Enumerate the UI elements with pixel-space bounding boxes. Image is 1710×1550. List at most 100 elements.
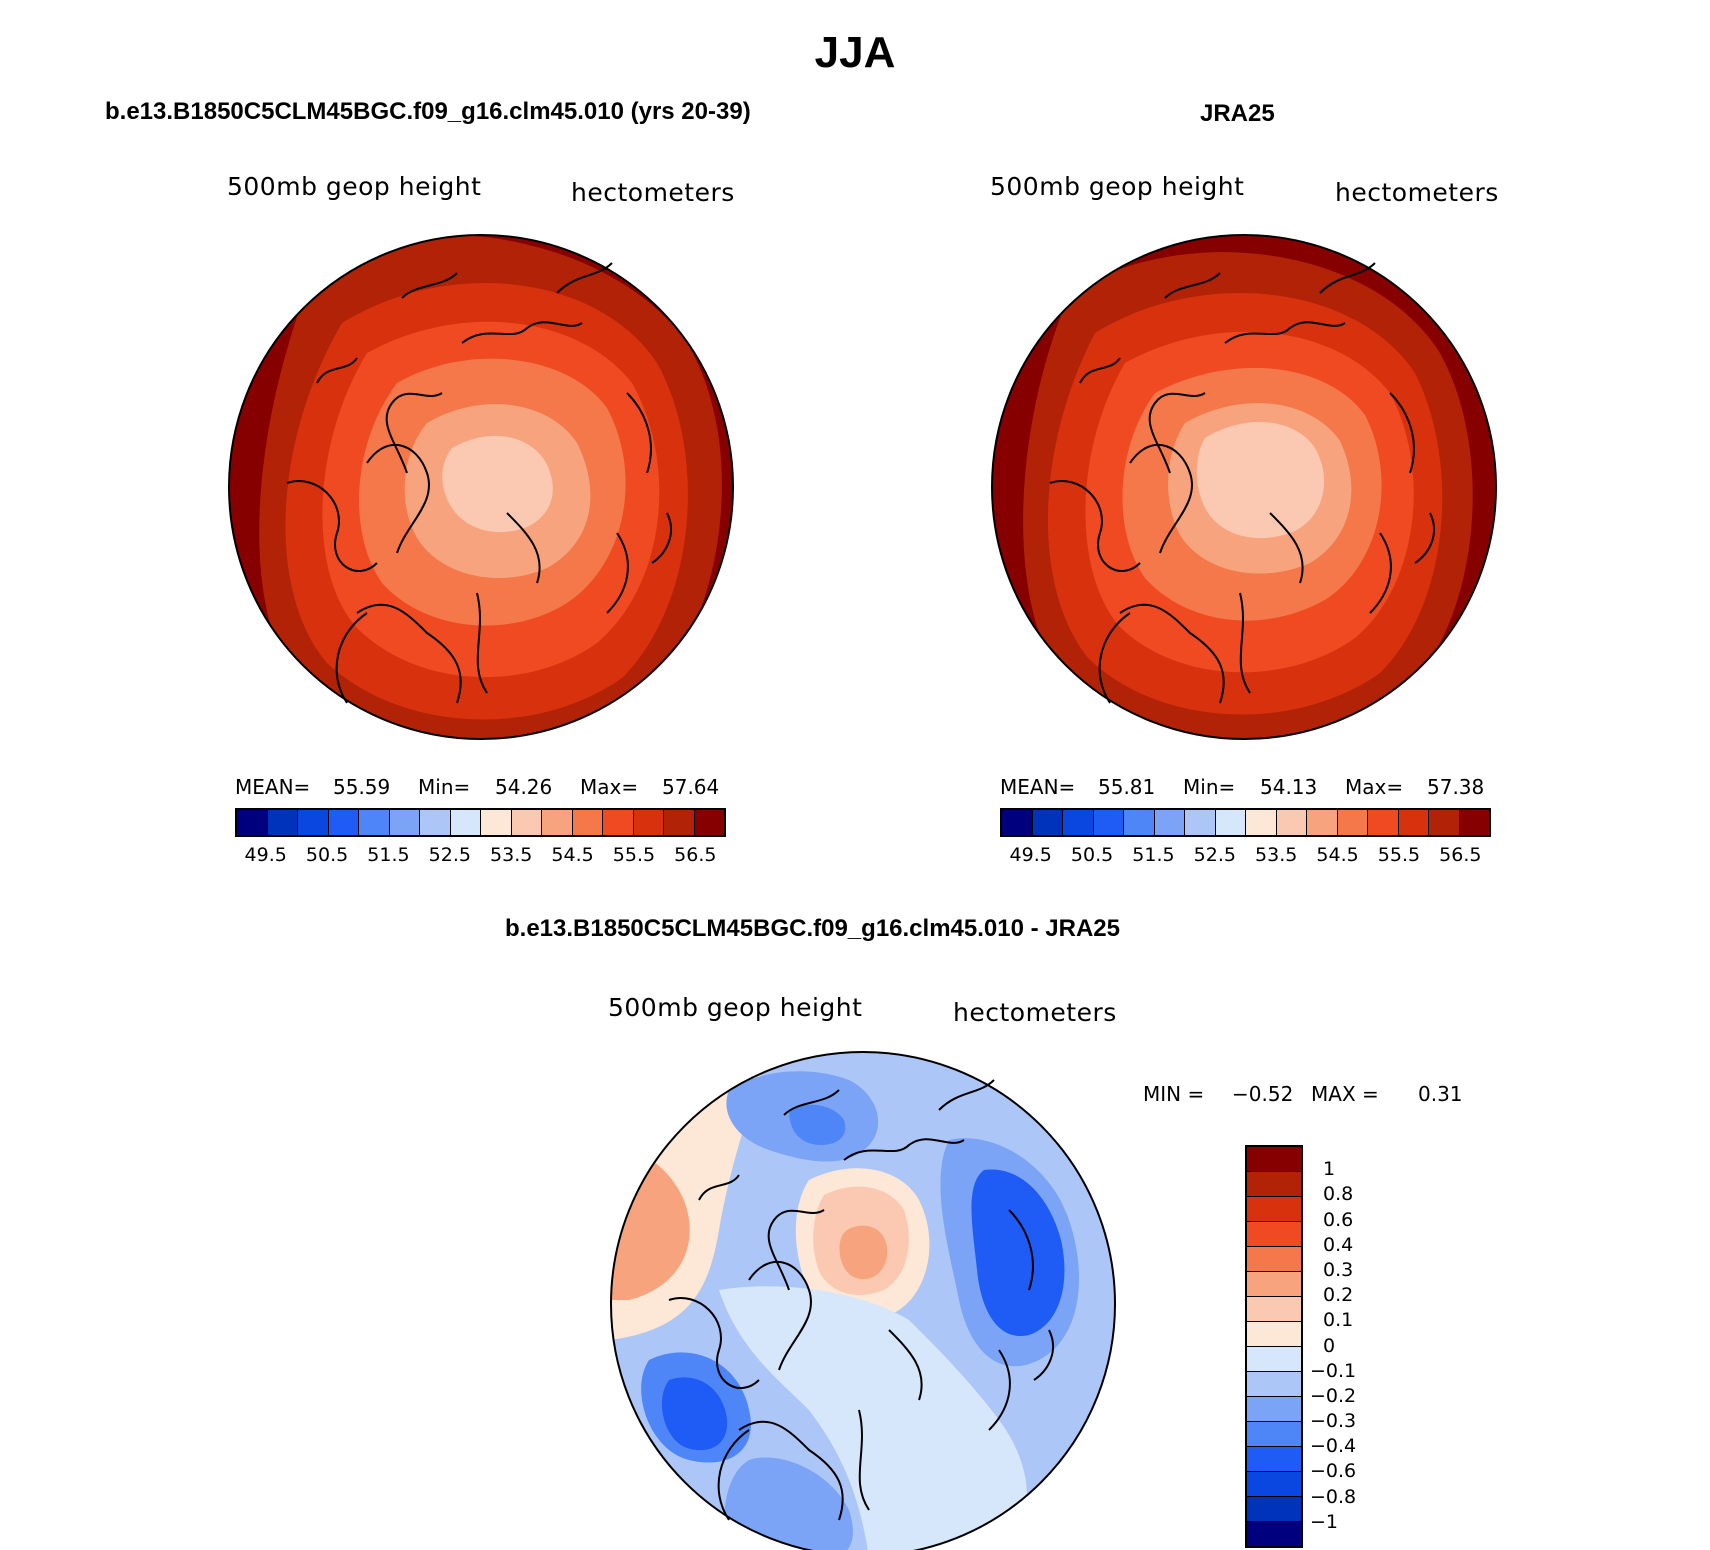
left-units-label: hectometers bbox=[571, 178, 735, 207]
cbar-left-cell-1 bbox=[237, 810, 268, 835]
right-panel-title: JRA25 bbox=[1200, 100, 1275, 127]
right-map-band-7 bbox=[1196, 421, 1325, 539]
diff-colorbar-cell-2 bbox=[1247, 1172, 1301, 1197]
diff-map-band-11 bbox=[971, 1169, 1065, 1337]
cbar-left-cell-4 bbox=[328, 810, 359, 835]
cbar-right-cell-3 bbox=[1063, 810, 1094, 835]
diff-colorbar-cell-12 bbox=[1247, 1422, 1301, 1447]
left-polar-map bbox=[228, 234, 734, 740]
diff-colorbar-tick-6: 0.2 bbox=[1323, 1284, 1354, 1307]
right-polar-map bbox=[991, 234, 1497, 740]
diff-colorbar bbox=[1245, 1145, 1303, 1548]
cbar-left-cell-13 bbox=[603, 810, 634, 835]
cbar-right-cell-9 bbox=[1246, 810, 1277, 835]
diff-colorbar-cell-14 bbox=[1247, 1472, 1301, 1497]
cbar-right-cell-4 bbox=[1093, 810, 1124, 835]
right-min-label: Min= bbox=[1183, 775, 1236, 799]
cblab-left-tick-6: 54.5 bbox=[551, 844, 594, 866]
diff-colorbar-cell-6 bbox=[1247, 1272, 1301, 1297]
cblab-right-tick-5: 53.5 bbox=[1255, 844, 1298, 866]
diff-min-label: MIN = bbox=[1143, 1082, 1205, 1106]
cbar-right-cell-15 bbox=[1429, 810, 1460, 835]
cbar-left-cell-7 bbox=[420, 810, 451, 835]
diff-colorbar-tick-11: −0.3 bbox=[1310, 1410, 1357, 1433]
diff-max-label: MAX = bbox=[1311, 1082, 1379, 1106]
diff-min-value: −0.52 bbox=[1232, 1082, 1294, 1106]
right-coastlines bbox=[1049, 262, 1435, 704]
left-map-border bbox=[228, 234, 734, 740]
diff-colorbar-cell-10 bbox=[1247, 1372, 1301, 1397]
left-min-value: 54.26 bbox=[495, 775, 553, 799]
diff-colorbar-cell-11 bbox=[1247, 1397, 1301, 1422]
diff-polar-map bbox=[610, 1051, 1116, 1550]
cbar-left-cell-16 bbox=[694, 810, 724, 835]
cbar-left-cell-10 bbox=[511, 810, 542, 835]
cbar-right-cell-1 bbox=[1002, 810, 1033, 835]
right-max-label: Max= bbox=[1345, 775, 1404, 799]
diff-colorbar-tick-14: −0.8 bbox=[1310, 1485, 1357, 1508]
diff-colorbar-cell-16 bbox=[1247, 1522, 1301, 1546]
cbar-right-cell-7 bbox=[1185, 810, 1216, 835]
diff-colorbar-cell-7 bbox=[1247, 1297, 1301, 1322]
diff-panel-title: b.e13.B1850C5CLM45BGC.f09_g16.clm45.010 … bbox=[505, 915, 1120, 942]
cblab-right-tick-2: 50.5 bbox=[1070, 844, 1114, 866]
cbar-left-cell-11 bbox=[542, 810, 573, 835]
diff-max-value: 0.31 bbox=[1418, 1082, 1463, 1106]
cblab-left-tick-8: 56.5 bbox=[674, 844, 717, 866]
diff-map-band-9 bbox=[789, 1104, 846, 1145]
diff-coastlines bbox=[668, 1079, 1054, 1521]
diff-units-label: hectometers bbox=[953, 998, 1117, 1027]
cbar-left-cell-12 bbox=[572, 810, 603, 835]
right-mean-value: 55.81 bbox=[1098, 775, 1156, 799]
cbar-right-cell-12 bbox=[1337, 810, 1368, 835]
cbar-right-cell-8 bbox=[1215, 810, 1246, 835]
left-max-label: Max= bbox=[580, 775, 639, 799]
cbar-right-cell-2 bbox=[1032, 810, 1063, 835]
diff-colorbar-tick-1: 1 bbox=[1323, 1158, 1336, 1181]
cbar-left-cell-9 bbox=[481, 810, 512, 835]
diff-colorbar-tick-13: −0.6 bbox=[1310, 1460, 1357, 1483]
cblab-right-tick-4: 52.5 bbox=[1193, 844, 1236, 866]
right-units-label: hectometers bbox=[1335, 178, 1499, 207]
cblab-right-tick-1: 49.5 bbox=[1009, 844, 1052, 866]
diff-colorbar-tick-7: 0.1 bbox=[1323, 1309, 1354, 1332]
diff-colorbar-tick-9: −0.1 bbox=[1310, 1359, 1357, 1382]
cbar-left-cell-3 bbox=[298, 810, 329, 835]
cblab-right-tick-7: 55.5 bbox=[1377, 844, 1421, 866]
diff-map-border bbox=[610, 1051, 1116, 1550]
left-variable-label: 500mb geop height bbox=[227, 172, 482, 201]
right-max-value: 57.38 bbox=[1427, 775, 1485, 799]
left-max-value: 57.64 bbox=[662, 775, 720, 799]
cbar-left-cell-15 bbox=[664, 810, 695, 835]
diff-colorbar-tick-3: 0.6 bbox=[1323, 1208, 1354, 1231]
left-map-band-7 bbox=[442, 435, 553, 533]
diff-colorbar-tick-5: 0.3 bbox=[1323, 1258, 1354, 1281]
cblab-right-tick-3: 51.5 bbox=[1132, 844, 1175, 866]
left-min-label: Min= bbox=[418, 775, 471, 799]
diff-colorbar-cell-9 bbox=[1247, 1347, 1301, 1372]
cbar-left-cell-6 bbox=[389, 810, 420, 835]
cbar-left-cell-8 bbox=[450, 810, 481, 835]
cblab-right-tick-8: 56.5 bbox=[1439, 844, 1482, 866]
diff-variable-label: 500mb geop height bbox=[608, 993, 863, 1022]
diff-colorbar-tick-4: 0.4 bbox=[1323, 1233, 1354, 1256]
diff-colorbar-cell-8 bbox=[1247, 1322, 1301, 1347]
cblab-left-tick-4: 52.5 bbox=[428, 844, 471, 866]
diff-colorbar-tick-15: −1 bbox=[1310, 1510, 1339, 1533]
right-mean-label: MEAN= bbox=[1000, 775, 1076, 799]
right-colorbar bbox=[1000, 808, 1491, 837]
diff-colorbar-tick-10: −0.2 bbox=[1310, 1384, 1357, 1407]
diff-colorbar-cell-13 bbox=[1247, 1447, 1301, 1472]
cblab-left-tick-3: 51.5 bbox=[367, 844, 410, 866]
diff-colorbar-cell-1 bbox=[1247, 1147, 1301, 1172]
diff-colorbar-tick-2: 0.8 bbox=[1323, 1183, 1354, 1206]
cblab-left-tick-1: 49.5 bbox=[244, 844, 287, 866]
cbar-left-cell-2 bbox=[267, 810, 298, 835]
right-map-border bbox=[991, 234, 1497, 740]
cbar-right-cell-14 bbox=[1398, 810, 1429, 835]
cbar-right-cell-10 bbox=[1276, 810, 1307, 835]
page-title: JJA bbox=[814, 28, 896, 77]
diff-colorbar-tick-8: 0 bbox=[1323, 1334, 1336, 1357]
cblab-right-tick-6: 54.5 bbox=[1316, 844, 1359, 866]
cbar-left-cell-5 bbox=[359, 810, 390, 835]
